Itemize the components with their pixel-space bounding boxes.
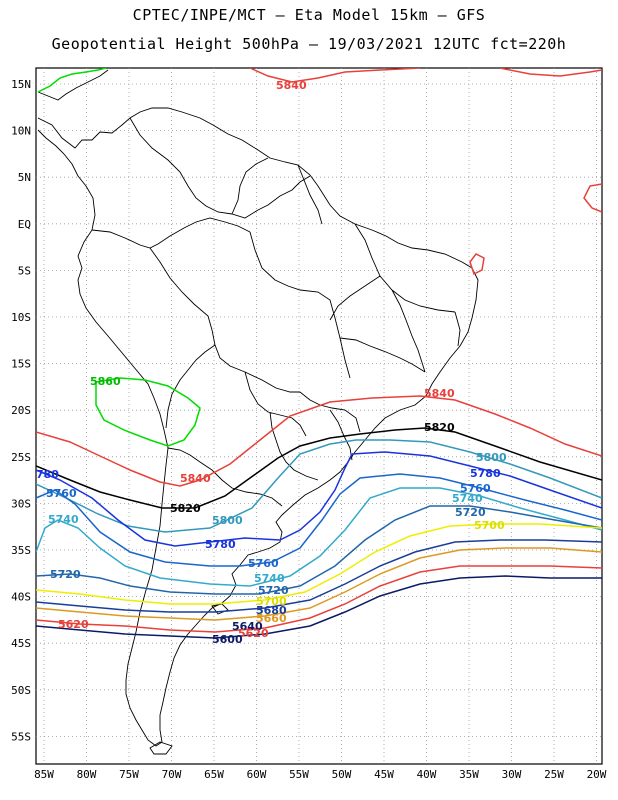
- lat-tick-label: 25S: [11, 451, 31, 464]
- contour-5800: [36, 439, 602, 533]
- contour-5640: [36, 565, 602, 633]
- label-5780-east: 5780: [470, 467, 501, 480]
- label-5700-mid: 5700: [256, 595, 287, 608]
- tierra-del-fuego: [149, 741, 173, 755]
- lat-tick-label: 50S: [11, 684, 31, 697]
- map-frame: [35, 67, 603, 765]
- lat-tick-label: 40S: [11, 591, 31, 604]
- contour-5820: [36, 427, 602, 509]
- country-borders: [91, 117, 461, 507]
- chart-title-line2: Geopotential Height 500hPa – 19/03/2021 …: [51, 35, 567, 53]
- label-5600-mid: 5600: [212, 633, 243, 646]
- label-5720-west: 5720: [50, 568, 81, 581]
- lon-tick-label: 50W: [332, 768, 352, 781]
- longitude-labels: 85W 80W 75W 70W 65W 60W 55W 50W 45W 40W 35W 30W 25W 2…: [34, 768, 607, 781]
- contour-5860-bolivia: [95, 377, 201, 447]
- lon-tick-label: 85W: [34, 768, 54, 781]
- label-5760-east: 5760: [460, 482, 491, 495]
- label-5820-west: 5820: [170, 502, 201, 515]
- label-5720-east: 5720: [455, 506, 486, 519]
- contour-5840-top: [249, 68, 602, 83]
- label-5840-top: 5840: [276, 79, 307, 92]
- lat-tick-label: 30S: [11, 497, 31, 510]
- lon-tick-label: 30W: [502, 768, 522, 781]
- label-5820-east: 5820: [424, 421, 455, 434]
- label-5660-mid: 5660: [256, 612, 287, 625]
- lon-tick-label: 35W: [459, 768, 479, 781]
- contour-5860-north: [37, 68, 107, 93]
- contour-5680: [36, 539, 602, 613]
- label-5780-mid: 5780: [205, 538, 236, 551]
- contour-5700: [36, 523, 602, 605]
- lat-tick-label: 55S: [11, 730, 31, 743]
- lat-tick-label: 35S: [11, 544, 31, 557]
- lat-tick-label: 5N: [18, 171, 31, 184]
- lat-tick-label: 15N: [11, 78, 31, 91]
- label-5680-mid: 5680: [256, 604, 287, 617]
- label-5800-mid: 5800: [212, 514, 243, 527]
- label-5640-mid: 5640: [232, 620, 263, 633]
- lon-tick-label: 40W: [417, 768, 437, 781]
- contour-5780-west: [36, 453, 353, 547]
- lon-tick-label: 45W: [374, 768, 394, 781]
- lon-tick-label: 25W: [544, 768, 564, 781]
- label-5620-west: 5620: [58, 618, 89, 631]
- lat-tick-label: 10N: [11, 125, 31, 138]
- lon-tick-label: 80W: [77, 768, 97, 781]
- lon-tick-label: 70W: [162, 768, 182, 781]
- lat-tick-label: EQ: [18, 218, 31, 231]
- contour-5760: [36, 473, 602, 567]
- lon-tick-label: 20W: [587, 768, 607, 781]
- lon-tick-label: 75W: [119, 768, 139, 781]
- label-5740-mid: 5740: [254, 572, 285, 585]
- central-america-coastline: [37, 69, 109, 101]
- label-5620-mid: 5620: [238, 627, 269, 640]
- contour-5840-main: [36, 395, 602, 487]
- lon-tick-label: 65W: [204, 768, 224, 781]
- label-5740-west: 5740: [48, 513, 79, 526]
- south-america-coastline: [37, 107, 479, 747]
- contour-5720: [36, 505, 602, 595]
- label-5760-mid: 5760: [248, 557, 279, 570]
- lat-tick-label: 15S: [11, 358, 31, 371]
- label-780-west: 780: [36, 468, 59, 481]
- lat-tick-label: 45S: [11, 637, 31, 650]
- contour-5660: [36, 547, 602, 621]
- contour-5780-east: [351, 451, 602, 509]
- label-5760-west: 5760: [46, 487, 77, 500]
- lat-tick-label: 20S: [11, 404, 31, 417]
- chart-title-line1: CPTEC/INPE/MCT – Eta Model 15km – GFS: [132, 6, 486, 24]
- lon-tick-label: 60W: [247, 768, 267, 781]
- contour-labels: 5840 5860 5840 5820 5840 5820 5800 5780 …: [36, 79, 507, 646]
- label-5700-east: 5700: [474, 519, 505, 532]
- label-5720-mid: 5720: [258, 584, 289, 597]
- label-5740-east: 5740: [452, 492, 483, 505]
- contour-5840-east-closed: [583, 183, 602, 213]
- lat-lon-grid: [36, 68, 602, 764]
- contour-5740: [36, 487, 602, 587]
- latitude-labels: 15N 10N 5N EQ 5S 10S 15S 20S 25S 30S 35S 40S 45S 50S 5…: [11, 78, 31, 743]
- contour-lines: [36, 68, 602, 639]
- label-5840-east: 5840: [424, 387, 455, 400]
- coastlines-and-borders: [37, 69, 479, 755]
- label-5800-east: 5800: [476, 451, 507, 464]
- lat-tick-label: 10S: [11, 311, 31, 324]
- contour-5840-small: [469, 253, 485, 276]
- label-5860: 5860: [90, 375, 121, 388]
- label-5840-west: 5840: [180, 472, 211, 485]
- lat-tick-label: 5S: [18, 264, 31, 277]
- lon-tick-label: 55W: [289, 768, 309, 781]
- contour-5600: [36, 575, 602, 639]
